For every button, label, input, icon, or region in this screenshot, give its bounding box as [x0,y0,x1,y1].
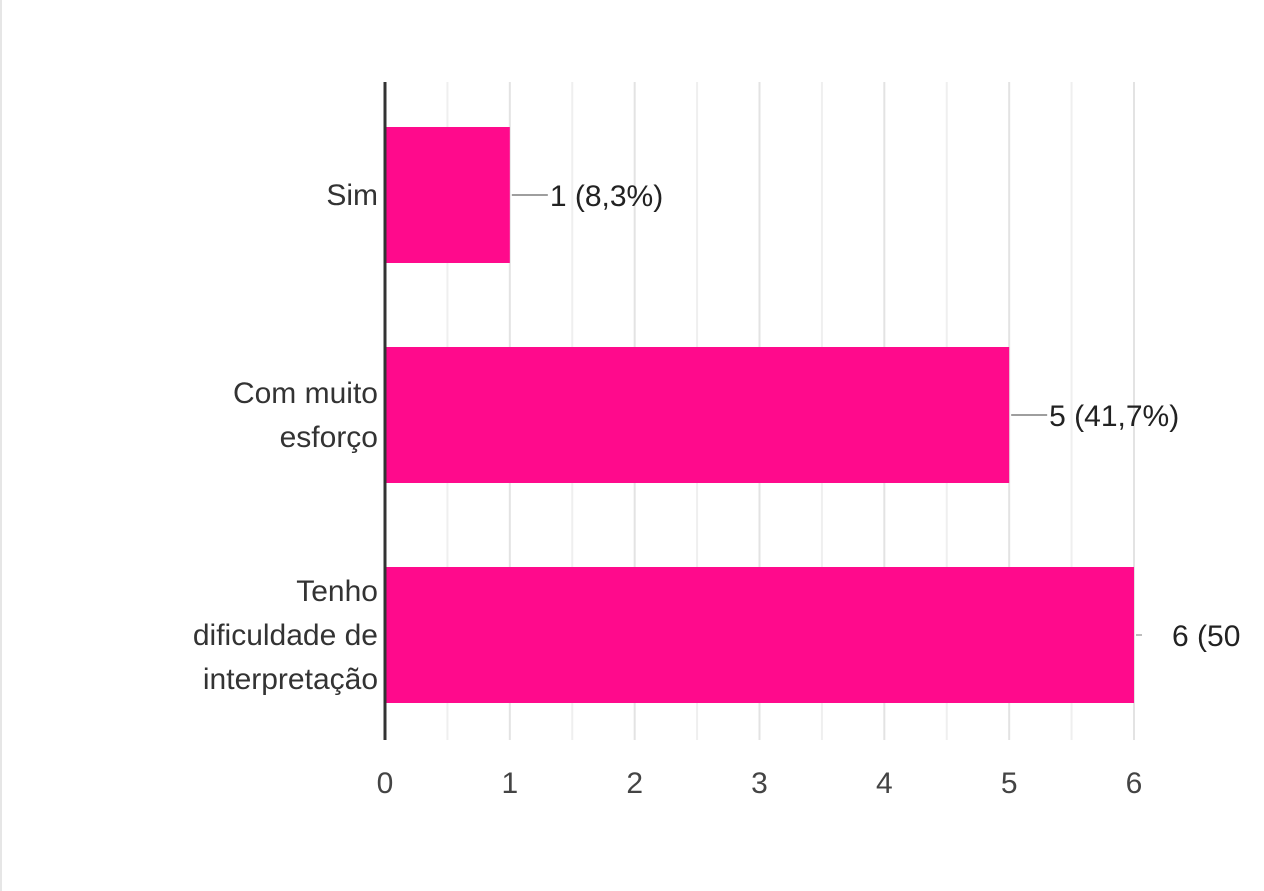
bars [385,127,1134,703]
x-tick-label-2: 2 [626,767,643,800]
x-tick-label-3: 3 [751,767,768,800]
x-tick-label-6: 6 [1126,767,1143,800]
bar-1[interactable] [385,347,1010,483]
data-label-1: 5 (41,7%) [1049,400,1179,433]
x-tick-label-0: 0 [377,767,394,800]
data-label-2: 6 (50 [1172,620,1240,653]
category-label-line: esforço [280,421,378,454]
category-label-line: Sim [326,179,378,212]
category-label-line: dificuldade de [193,619,378,652]
category-label-2: Tenho dificuldade de interpretação [193,575,378,696]
x-tick-label-1: 1 [501,767,518,800]
labels: Sim 1 (8,3%) Com muito esforço 5 (41,7%) Tenh… [193,179,1241,800]
category-label-line: interpretação [203,663,378,696]
bar-2[interactable] [385,567,1134,703]
bar-0[interactable] [385,127,510,263]
category-label-1: Com muito esforço [233,377,378,454]
category-label-line: Com muito [233,377,378,410]
x-tick-label-5: 5 [1001,767,1018,800]
category-label-0: Sim [326,179,378,212]
data-label-0: 1 (8,3%) [550,180,663,213]
category-label-line: Tenho [296,575,378,608]
x-tick-label-4: 4 [876,767,893,800]
